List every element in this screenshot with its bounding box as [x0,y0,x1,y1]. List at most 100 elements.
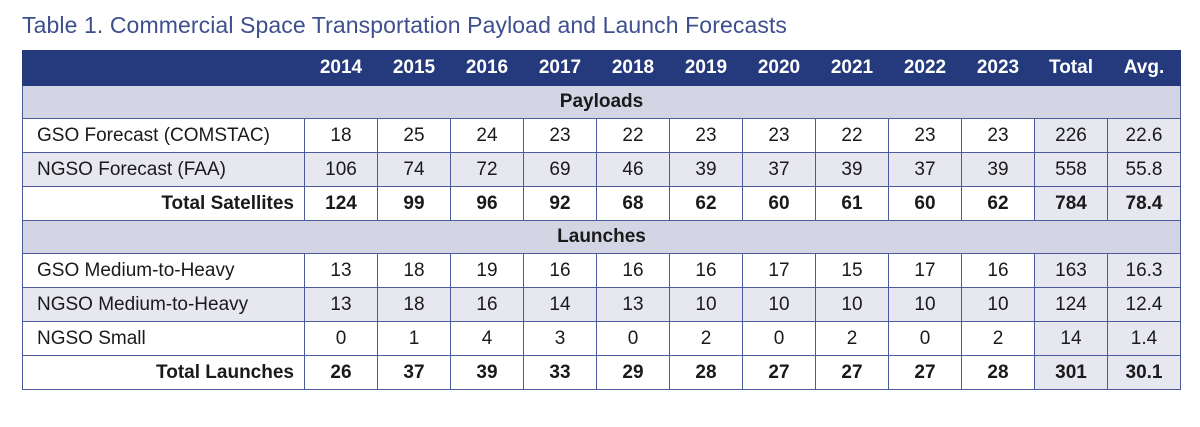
total-cell: 163 [1034,253,1108,288]
value-cell: 1 [377,321,451,356]
value-cell: 22 [815,118,889,153]
value-cell: 16 [596,253,670,288]
total-row: Total Satellites 124 99 96 92 68 62 60 61 60 62 784… [22,186,1181,221]
value-cell: 4 [450,321,524,356]
value-cell: 10 [961,287,1035,322]
value-cell: 16 [961,253,1035,288]
row-label: GSO Forecast (COMSTAC) [22,118,305,153]
table-row: GSO Forecast (COMSTAC) 18 25 24 23 22 23 23 22 23… [22,118,1181,153]
value-cell: 106 [304,152,378,187]
value-cell: 25 [377,118,451,153]
value-cell: 39 [669,152,743,187]
value-cell: 60 [888,186,962,221]
value-cell: 23 [523,118,597,153]
value-cell: 3 [523,321,597,356]
total-cell: 558 [1034,152,1108,187]
value-cell: 0 [742,321,816,356]
value-cell: 17 [888,253,962,288]
value-cell: 27 [815,355,889,390]
value-cell: 13 [304,287,378,322]
table-row: NGSO Forecast (FAA) 106 74 72 69 46 39 37 39 37 39… [22,152,1181,187]
table-row: NGSO Medium-to-Heavy 13 18 16 14 13 10 10 10 10 10… [22,287,1181,322]
value-cell: 96 [450,186,524,221]
average-cell: 16.3 [1107,253,1181,288]
total-cell: 301 [1034,355,1108,390]
value-cell: 10 [669,287,743,322]
forecast-table: 2014 2015 2016 2017 2018 2019 2020 2021 2022 2023… [22,50,1181,390]
forecast-table-container: 2014 2015 2016 2017 2018 2019 2020 2021 2022 2023… [22,50,1181,390]
average-cell: 12.4 [1107,287,1181,322]
value-cell: 92 [523,186,597,221]
value-cell: 39 [815,152,889,187]
value-cell: 14 [523,287,597,322]
value-cell: 46 [596,152,670,187]
column-header: 2022 [888,50,962,86]
value-cell: 37 [888,152,962,187]
value-cell: 23 [961,118,1035,153]
value-cell: 27 [888,355,962,390]
value-cell: 2 [961,321,1035,356]
value-cell: 72 [450,152,524,187]
value-cell: 16 [450,287,524,322]
value-cell: 18 [377,253,451,288]
value-cell: 0 [888,321,962,356]
value-cell: 18 [377,287,451,322]
section-header-row: Payloads [22,85,1181,119]
value-cell: 0 [304,321,378,356]
column-header: Total [1034,50,1108,86]
average-cell: 22.6 [1107,118,1181,153]
average-cell: 30.1 [1107,355,1181,390]
value-cell: 74 [377,152,451,187]
value-cell: 18 [304,118,378,153]
total-row: Total Launches 26 37 39 33 29 28 27 27 27 28 301 30.… [22,355,1181,390]
value-cell: 22 [596,118,670,153]
value-cell: 124 [304,186,378,221]
value-cell: 37 [377,355,451,390]
column-header: 2017 [523,50,597,86]
section-title: Launches [22,220,1181,254]
total-cell: 784 [1034,186,1108,221]
value-cell: 39 [450,355,524,390]
header-blank-cell [22,50,305,86]
value-cell: 2 [815,321,889,356]
value-cell: 27 [742,355,816,390]
row-label: GSO Medium-to-Heavy [22,253,305,288]
value-cell: 37 [742,152,816,187]
row-label: NGSO Forecast (FAA) [22,152,305,187]
value-cell: 16 [523,253,597,288]
value-cell: 13 [596,287,670,322]
total-cell: 226 [1034,118,1108,153]
value-cell: 60 [742,186,816,221]
value-cell: 16 [669,253,743,288]
column-header: 2020 [742,50,816,86]
average-cell: 78.4 [1107,186,1181,221]
value-cell: 28 [669,355,743,390]
average-cell: 55.8 [1107,152,1181,187]
total-cell: 14 [1034,321,1108,356]
column-header: 2023 [961,50,1035,86]
value-cell: 10 [888,287,962,322]
value-cell: 23 [888,118,962,153]
value-cell: 39 [961,152,1035,187]
value-cell: 15 [815,253,889,288]
row-label: NGSO Medium-to-Heavy [22,287,305,322]
section-title: Payloads [22,85,1181,119]
value-cell: 24 [450,118,524,153]
value-cell: 68 [596,186,670,221]
value-cell: 99 [377,186,451,221]
column-header: 2014 [304,50,378,86]
value-cell: 61 [815,186,889,221]
value-cell: 62 [961,186,1035,221]
value-cell: 23 [742,118,816,153]
row-label: Total Launches [22,355,305,390]
value-cell: 10 [742,287,816,322]
value-cell: 2 [669,321,743,356]
table-row: NGSO Small 0 1 4 3 0 2 0 2 0 2 14 1.4 [22,321,1181,356]
table-body: Payloads GSO Forecast (COMSTAC) 18 25 24 23 22… [22,85,1181,390]
value-cell: 29 [596,355,670,390]
value-cell: 17 [742,253,816,288]
column-header: 2021 [815,50,889,86]
column-header: 2018 [596,50,670,86]
value-cell: 13 [304,253,378,288]
row-label: Total Satellites [22,186,305,221]
